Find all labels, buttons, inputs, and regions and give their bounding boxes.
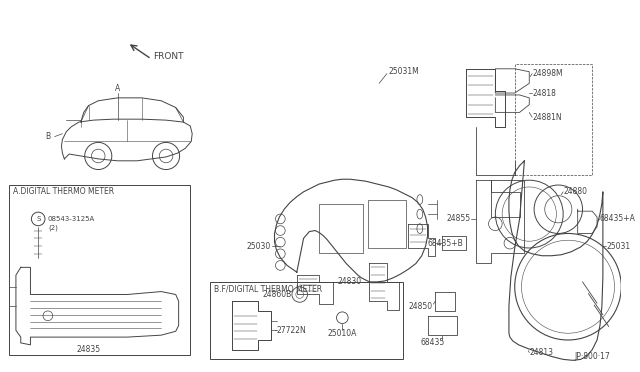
Text: A: A (115, 84, 120, 93)
Text: 24880: 24880 (563, 187, 587, 196)
Text: 24835: 24835 (77, 345, 100, 354)
Text: FRONT: FRONT (154, 52, 184, 61)
Bar (9, 185, 190, 355)
Bar (319, 204, 363, 253)
Text: S: S (36, 216, 40, 222)
Text: 27722N: 27722N (276, 326, 306, 335)
Text: 24860B: 24860B (262, 290, 292, 299)
Text: 24850: 24850 (408, 302, 433, 311)
Text: B.F/DIGITAL THERMO METER: B.F/DIGITAL THERMO METER (214, 284, 323, 293)
Text: 24855: 24855 (446, 214, 470, 224)
Text: 68435+B: 68435+B (428, 239, 463, 248)
Text: 68435: 68435 (420, 339, 445, 347)
Text: 25030: 25030 (246, 241, 271, 251)
Text: 25010A: 25010A (328, 329, 357, 338)
Text: A.DIGITAL THERMO METER: A.DIGITAL THERMO METER (13, 187, 114, 196)
Text: 25031M: 25031M (389, 67, 420, 76)
Text: 24830: 24830 (337, 278, 362, 286)
Text: 25031: 25031 (607, 241, 631, 251)
Text: 68435+A: 68435+A (600, 214, 636, 224)
Text: 24818: 24818 (532, 89, 556, 97)
Text: 24881N: 24881N (532, 113, 562, 122)
Text: B: B (45, 132, 51, 141)
Bar (210, 282, 403, 359)
Bar (515, 64, 592, 175)
Text: 24898M: 24898M (532, 69, 563, 78)
Text: 24813: 24813 (529, 348, 553, 357)
Text: JP·800·17: JP·800·17 (574, 352, 610, 361)
Text: (2): (2) (48, 224, 58, 231)
Text: 08543-3125A: 08543-3125A (48, 216, 95, 222)
Bar (367, 199, 406, 248)
